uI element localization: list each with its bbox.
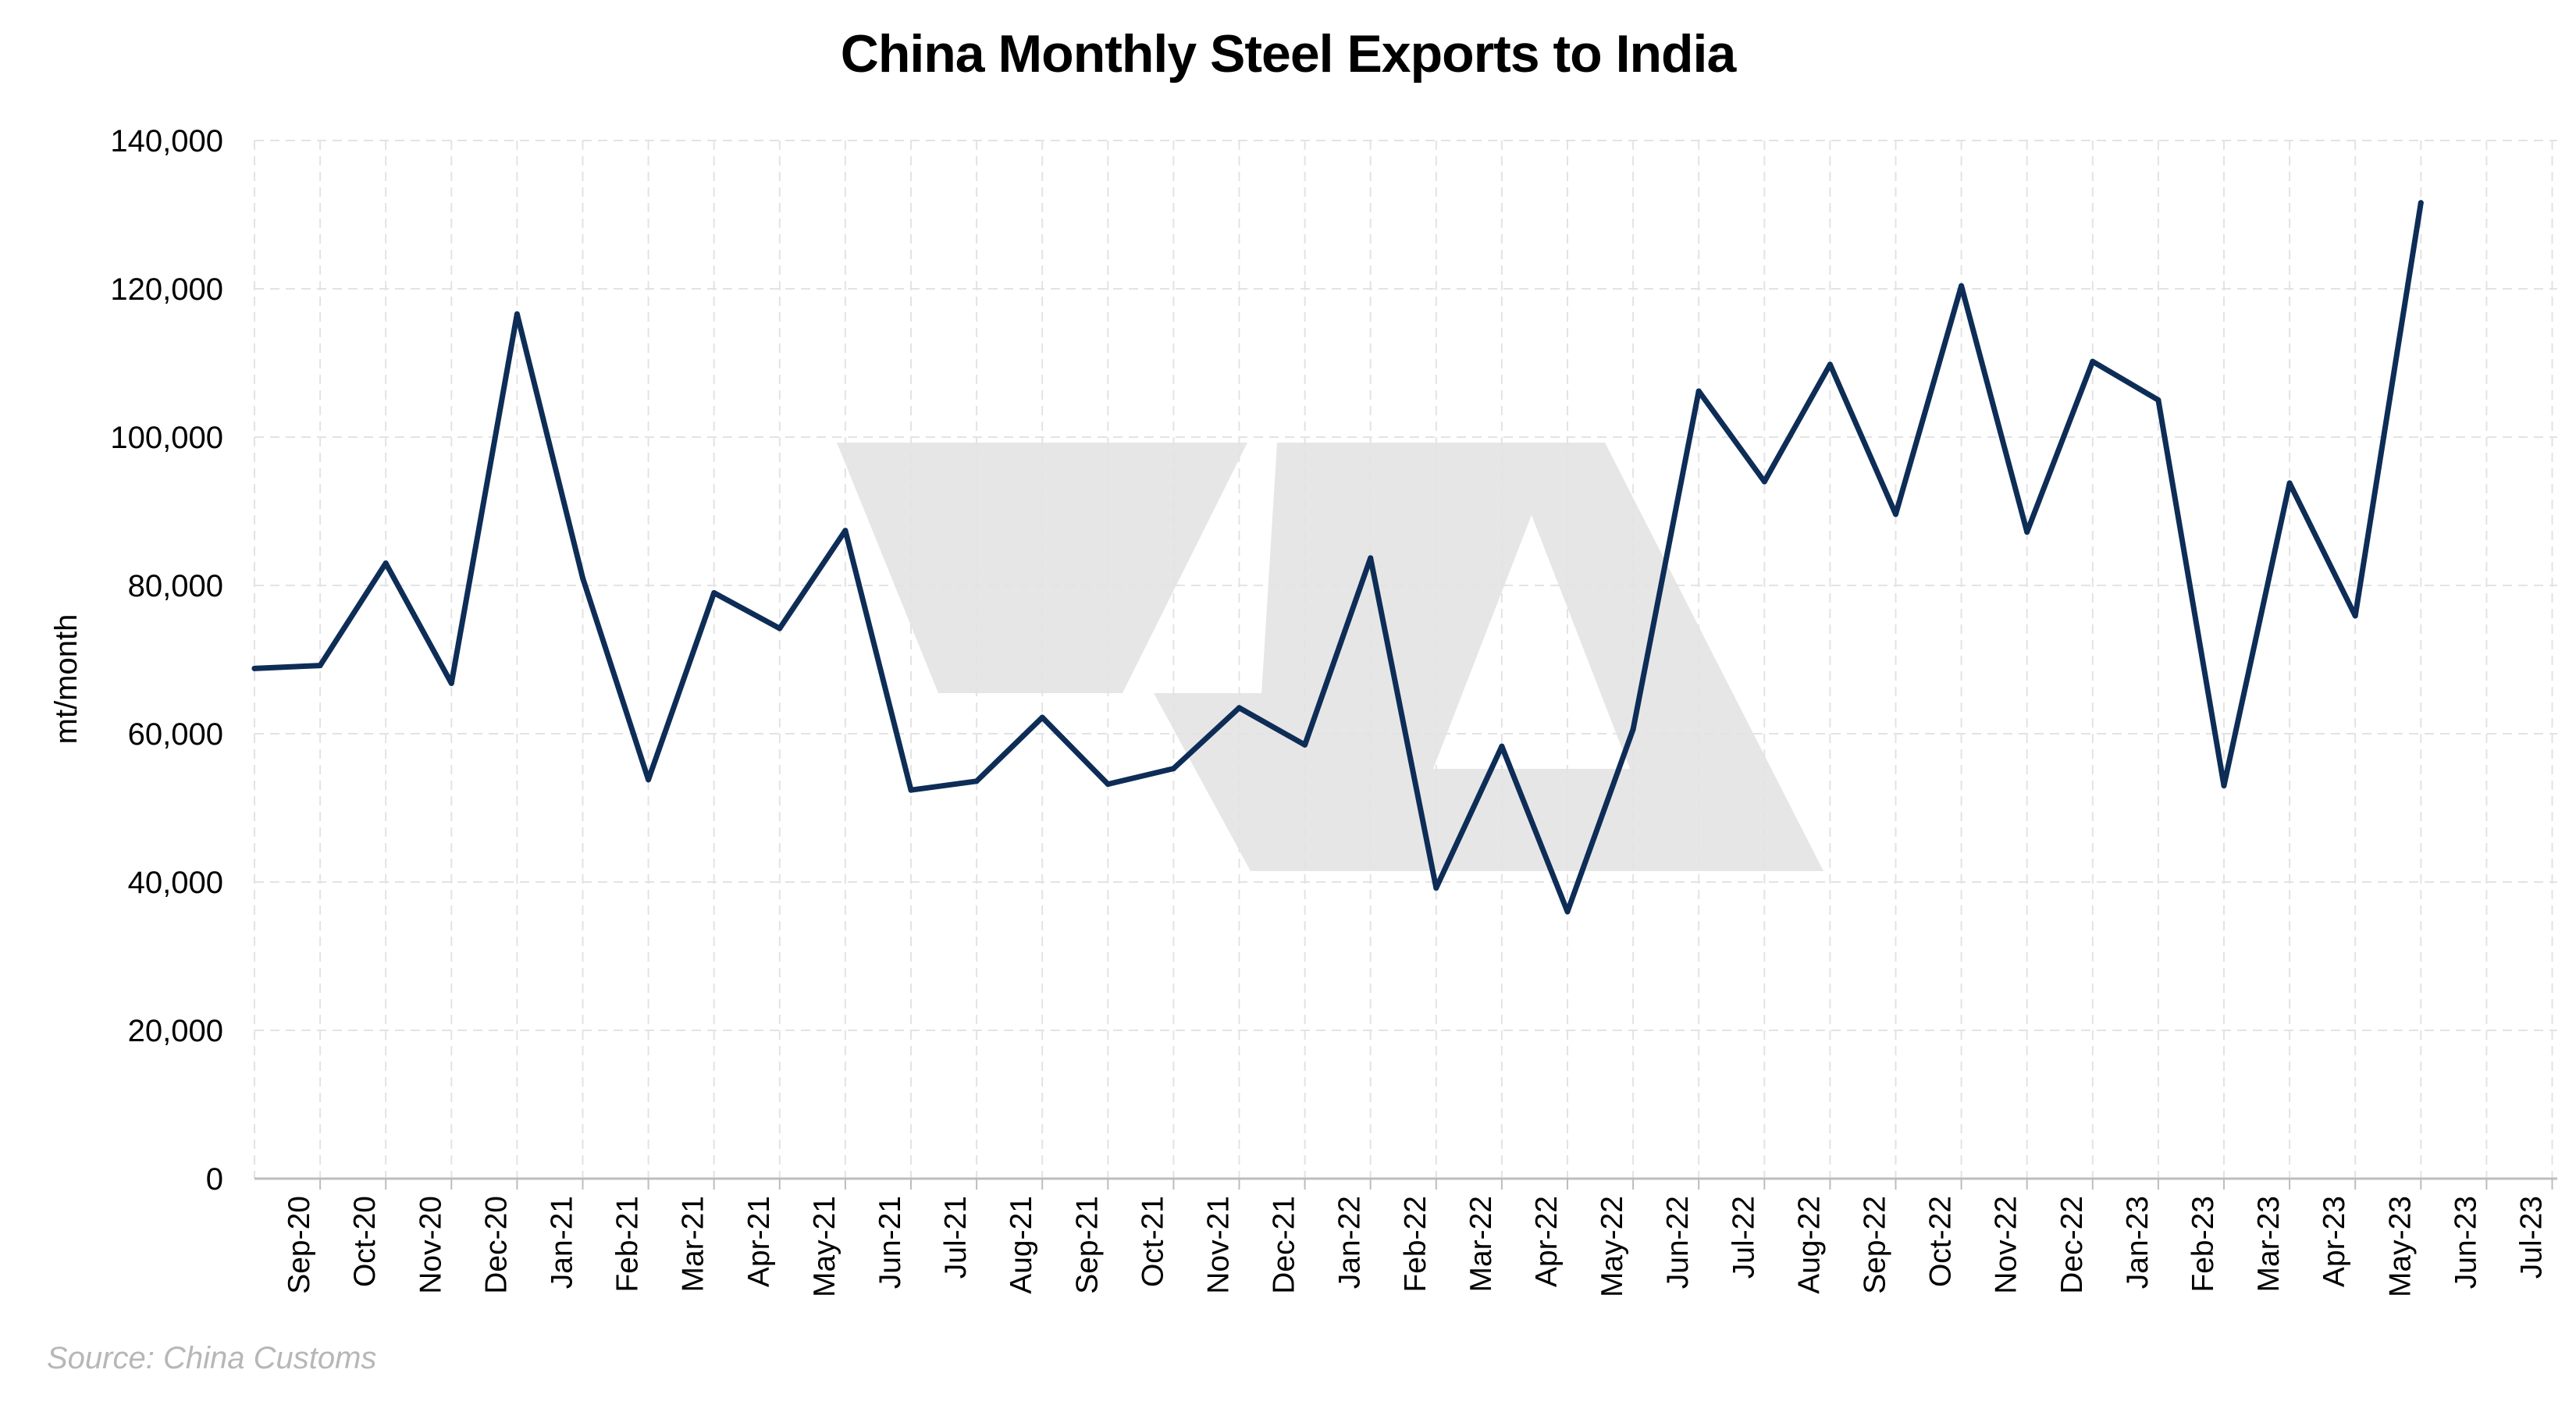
x-tick-label: Dec-21	[1268, 1196, 1301, 1294]
series-group	[251, 200, 2424, 915]
data-point	[1170, 766, 1176, 772]
x-tick-label: Mar-21	[677, 1196, 710, 1293]
data-point	[2418, 200, 2424, 206]
x-tick-label: Apr-21	[742, 1196, 776, 1287]
data-point	[1893, 511, 1898, 518]
data-point	[448, 680, 454, 686]
chart-title: China Monthly Steel Exports to India	[840, 24, 1737, 84]
x-tick-label: Sep-22	[1859, 1196, 1892, 1294]
data-point	[2024, 529, 2030, 535]
data-point	[1039, 714, 1045, 720]
axes	[254, 140, 2557, 1180]
x-tick-label: Sep-20	[283, 1196, 316, 1294]
x-tick-label: Apr-22	[1530, 1196, 1564, 1287]
data-point	[1564, 909, 1571, 915]
data-point	[973, 778, 980, 784]
x-tick-label: Nov-21	[1202, 1196, 1236, 1294]
x-tick-label: Jan-22	[1333, 1196, 1367, 1289]
x-tick-label: Jun-22	[1661, 1196, 1695, 1289]
data-point	[777, 625, 783, 631]
data-point	[382, 560, 389, 566]
source-note: Source: China Customs	[47, 1341, 377, 1375]
data-point	[1695, 388, 1702, 394]
data-point	[908, 787, 914, 793]
x-tick-label: Mar-23	[2252, 1196, 2286, 1293]
series-line	[251, 200, 2424, 915]
x-tick-label: Oct-20	[348, 1196, 382, 1287]
data-point	[1630, 726, 1636, 732]
data-point	[1105, 781, 1111, 788]
data-point	[317, 663, 323, 669]
x-tick-label: Sep-21	[1070, 1196, 1104, 1294]
data-point	[711, 590, 717, 596]
x-tick-label: Feb-23	[2186, 1196, 2220, 1293]
data-point	[514, 311, 520, 317]
x-tick-label: Jul-22	[1727, 1196, 1760, 1279]
y-tick-label: 140,000	[110, 124, 223, 158]
x-tick-label: May-21	[808, 1196, 841, 1297]
y-tick-label: 20,000	[128, 1014, 223, 1048]
data-point	[2286, 480, 2293, 486]
x-tick-label: Aug-21	[1005, 1196, 1038, 1294]
data-point	[842, 528, 849, 534]
data-point	[2155, 397, 2161, 403]
y-tick-label: 120,000	[110, 272, 223, 307]
x-tick-label: Jan-23	[2121, 1196, 2154, 1289]
x-tick-label: May-22	[1596, 1196, 1629, 1297]
data-point	[1827, 361, 1833, 368]
y-tick-label: 40,000	[128, 866, 223, 900]
data-point	[646, 777, 652, 783]
data-point	[251, 665, 258, 671]
x-tick-label: Jun-21	[873, 1196, 907, 1289]
y-tick-label: 0	[206, 1162, 223, 1197]
x-tick-label: Jul-21	[939, 1196, 973, 1279]
x-tick-label: Jan-21	[546, 1196, 579, 1289]
y-axis-label: mt/month	[49, 614, 84, 745]
x-tick-label: Apr-23	[2318, 1196, 2351, 1287]
data-point	[2221, 783, 2227, 788]
data-point	[580, 575, 585, 581]
x-axis-ticks: Sep-20 Oct-20 Nov-20 Dec-20 Jan-21 Feb-21 Mar-…	[283, 1179, 2553, 1297]
x-tick-label: Nov-22	[1990, 1196, 2023, 1294]
data-point	[1236, 705, 1242, 711]
x-tick-label: Dec-20	[479, 1196, 513, 1294]
x-tick-label: May-23	[2383, 1196, 2417, 1297]
x-tick-label: Aug-22	[1792, 1196, 1826, 1294]
y-tick-label: 100,000	[110, 421, 223, 455]
x-tick-label: Mar-22	[1464, 1196, 1498, 1293]
y-tick-label: 60,000	[128, 717, 223, 752]
y-tick-label: 80,000	[128, 569, 223, 603]
data-point	[1499, 743, 1505, 749]
x-tick-label: Oct-22	[1924, 1196, 1958, 1287]
y-axis-ticks: 0 20,000 40,000 60,000 80,000 100,000 120,000 1…	[110, 124, 223, 1197]
x-tick-label: Oct-21	[1136, 1196, 1169, 1287]
data-point	[2090, 358, 2096, 365]
data-point	[1302, 742, 1308, 748]
x-tick-label: Jul-23	[2515, 1196, 2549, 1279]
data-point	[1433, 885, 1439, 891]
x-tick-label: Dec-22	[2055, 1196, 2089, 1294]
x-tick-label: Nov-20	[414, 1196, 447, 1294]
watermark-a-counter	[1433, 515, 1630, 769]
data-point	[1368, 555, 1374, 561]
data-point	[1761, 478, 1767, 485]
data-point	[2352, 613, 2358, 619]
x-tick-label: Feb-22	[1399, 1196, 1432, 1293]
data-point	[1959, 283, 1965, 289]
x-tick-label: Jun-23	[2449, 1196, 2482, 1289]
x-tick-label: Feb-21	[611, 1196, 645, 1293]
